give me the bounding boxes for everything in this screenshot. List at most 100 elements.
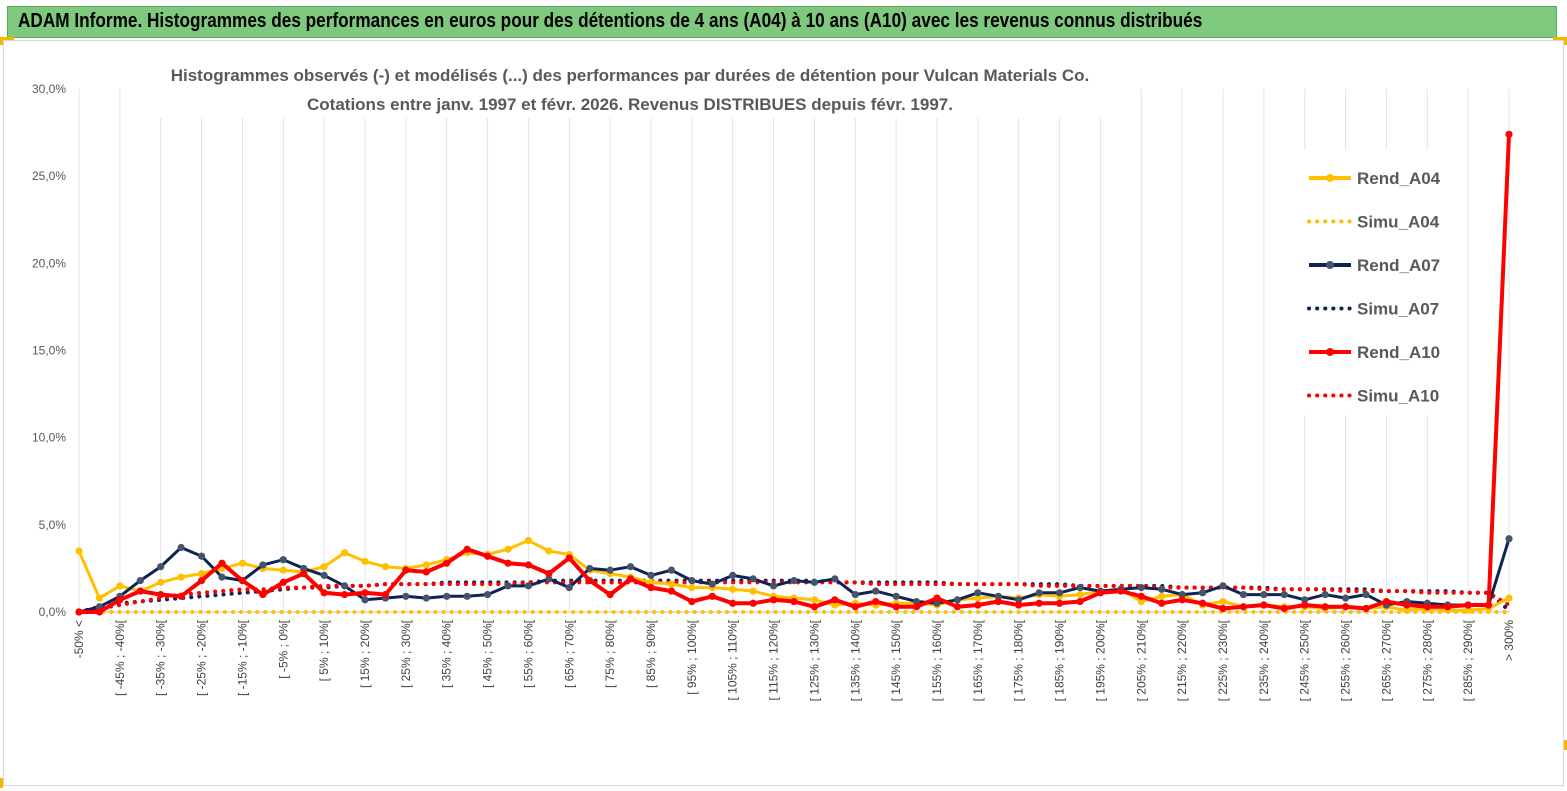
data-point bbox=[1403, 601, 1411, 609]
data-point bbox=[994, 597, 1002, 606]
data-point bbox=[1301, 596, 1309, 604]
chart-frame bbox=[3, 40, 1564, 786]
x-tick-label: [ 75% ; 80%[ bbox=[603, 619, 617, 688]
data-point bbox=[1505, 130, 1513, 138]
data-point bbox=[340, 549, 349, 557]
data-point bbox=[729, 571, 737, 579]
data-point bbox=[1301, 601, 1309, 609]
x-tick-label: [ 185% ; 190%[ bbox=[1053, 619, 1067, 701]
corner-accent-top-right bbox=[1553, 37, 1567, 40]
data-point bbox=[504, 545, 512, 553]
data-point bbox=[1219, 604, 1227, 613]
legend-label: Rend_A07 bbox=[1357, 256, 1440, 275]
data-point bbox=[1096, 589, 1105, 597]
data-point bbox=[381, 563, 390, 571]
data-point bbox=[892, 603, 900, 611]
data-point bbox=[974, 601, 982, 609]
x-tick-label: [ 115% ; 120%[ bbox=[767, 619, 781, 700]
data-point bbox=[1137, 583, 1145, 592]
data-point bbox=[667, 580, 676, 588]
data-point bbox=[626, 575, 635, 583]
data-point bbox=[1444, 603, 1452, 611]
data-point bbox=[647, 571, 655, 579]
data-point bbox=[667, 587, 676, 595]
data-point bbox=[340, 582, 349, 590]
data-point bbox=[1505, 594, 1513, 602]
data-point bbox=[810, 596, 819, 604]
y-tick-label: 15,0% bbox=[32, 344, 66, 358]
data-point bbox=[565, 583, 573, 592]
data-point bbox=[1055, 599, 1064, 607]
x-tick-label: [ 275% ; 280%[ bbox=[1420, 619, 1434, 701]
data-point bbox=[851, 590, 859, 599]
data-point bbox=[443, 559, 451, 567]
data-point bbox=[1260, 590, 1268, 599]
legend-label: Rend_A04 bbox=[1357, 169, 1441, 188]
x-tick-label: [ 235% ; 240%[ bbox=[1257, 619, 1271, 701]
data-point bbox=[1505, 535, 1513, 543]
data-point bbox=[504, 582, 512, 590]
x-tick-label: [ 65% ; 70%[ bbox=[562, 619, 576, 688]
data-point bbox=[381, 590, 390, 599]
data-point bbox=[524, 536, 533, 545]
y-tick-label: 0,0% bbox=[39, 605, 67, 619]
data-point bbox=[974, 589, 982, 597]
x-tick-label: [ 55% ; 60%[ bbox=[521, 619, 535, 688]
data-point bbox=[1403, 606, 1411, 614]
data-point bbox=[1382, 597, 1391, 606]
x-tick-label: [ 225% ; 230%[ bbox=[1216, 619, 1230, 701]
data-point bbox=[402, 592, 410, 600]
data-point bbox=[831, 575, 839, 583]
data-point bbox=[790, 577, 798, 585]
data-point bbox=[524, 582, 533, 590]
data-point bbox=[1035, 589, 1043, 597]
chart-title-line-2: Cotations entre janv. 1997 et févr. 2026… bbox=[307, 95, 953, 114]
x-tick-label: [ 255% ; 260%[ bbox=[1339, 619, 1353, 701]
data-point bbox=[361, 596, 369, 604]
data-point bbox=[259, 590, 267, 599]
data-point bbox=[116, 596, 124, 604]
y-tick-label: 20,0% bbox=[32, 256, 66, 270]
data-point bbox=[606, 590, 614, 599]
x-tick-label: [ 25% ; 30%[ bbox=[399, 619, 413, 688]
data-point bbox=[994, 592, 1002, 600]
axes: 0,0% 5,0% 10,0% 15,0% 20,0% 25,0% 30,0% -50% < [… bbox=[32, 82, 1516, 701]
data-point bbox=[422, 561, 430, 569]
x-tick-label: [ 125% ; 130%[ bbox=[807, 619, 821, 701]
x-tick-label: [ 45% ; 50%[ bbox=[481, 619, 495, 688]
data-point bbox=[75, 547, 83, 555]
data-point bbox=[1158, 585, 1166, 593]
corner-accent-bottom-left bbox=[0, 778, 3, 788]
data-point bbox=[545, 547, 553, 555]
data-point bbox=[1362, 590, 1370, 599]
chart-title-background bbox=[150, 60, 1105, 118]
data-point bbox=[953, 603, 962, 611]
x-tick-label: [ 85% ; 90%[ bbox=[644, 619, 658, 688]
data-point bbox=[75, 608, 83, 616]
data-point bbox=[463, 545, 471, 553]
report-title: ADAM Informe. Histogrammes des performan… bbox=[18, 10, 1203, 32]
data-point bbox=[933, 594, 941, 602]
data-point bbox=[688, 577, 696, 585]
data-point bbox=[626, 563, 635, 571]
data-point bbox=[1219, 597, 1227, 606]
data-point bbox=[708, 592, 716, 600]
data-point bbox=[586, 577, 594, 585]
legend-marker bbox=[1326, 348, 1334, 356]
legend-entry-simu-a04: Simu_A04 bbox=[1307, 213, 1440, 232]
x-tick-label: [ 165% ; 170%[ bbox=[971, 619, 985, 701]
data-point bbox=[177, 592, 185, 600]
series-rend-a10 bbox=[75, 130, 1513, 616]
data-point bbox=[912, 597, 921, 606]
data-point bbox=[218, 559, 226, 567]
x-tick-label: [ 265% ; 270%[ bbox=[1379, 619, 1393, 701]
data-point bbox=[872, 597, 880, 606]
data-point bbox=[1260, 601, 1268, 609]
data-point bbox=[1321, 590, 1329, 599]
data-point bbox=[361, 589, 369, 597]
data-point bbox=[483, 590, 492, 599]
x-tick-label: [ 5% ; 10%[ bbox=[317, 619, 331, 681]
data-point bbox=[749, 587, 757, 595]
legend-label: Simu_A04 bbox=[1357, 213, 1440, 232]
data-point bbox=[157, 590, 165, 599]
